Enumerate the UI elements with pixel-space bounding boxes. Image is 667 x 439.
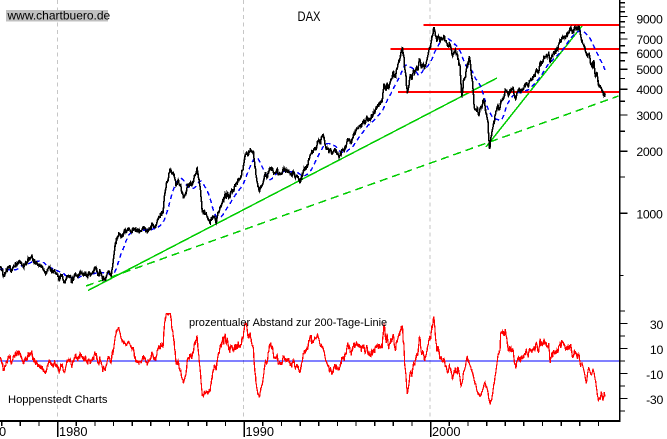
svg-text:4000: 4000: [636, 83, 663, 97]
svg-text:10: 10: [650, 343, 664, 357]
svg-text:3000: 3000: [636, 109, 663, 123]
svg-text:-10: -10: [646, 368, 663, 382]
svg-text:6000: 6000: [636, 47, 663, 61]
svg-text:DAX: DAX: [298, 8, 322, 24]
svg-text:1000: 1000: [636, 207, 663, 221]
svg-text:prozentualer Abstand zur 200-T: prozentualer Abstand zur 200-Tage-Linie: [189, 317, 387, 329]
svg-text:7000: 7000: [636, 33, 663, 47]
svg-text:9000: 9000: [636, 12, 663, 26]
svg-text:30: 30: [650, 318, 664, 332]
svg-text:1990: 1990: [246, 424, 274, 439]
svg-text:www.chartbuero.de: www.chartbuero.de: [7, 9, 111, 23]
svg-text:2000: 2000: [636, 145, 663, 159]
svg-text:Hoppenstedt Charts: Hoppenstedt Charts: [8, 394, 108, 406]
svg-text:5000: 5000: [636, 63, 663, 77]
svg-text:-30: -30: [646, 393, 663, 407]
svg-text:0: 0: [0, 424, 6, 439]
svg-text:1980: 1980: [59, 424, 87, 439]
svg-text:2000: 2000: [432, 424, 460, 439]
